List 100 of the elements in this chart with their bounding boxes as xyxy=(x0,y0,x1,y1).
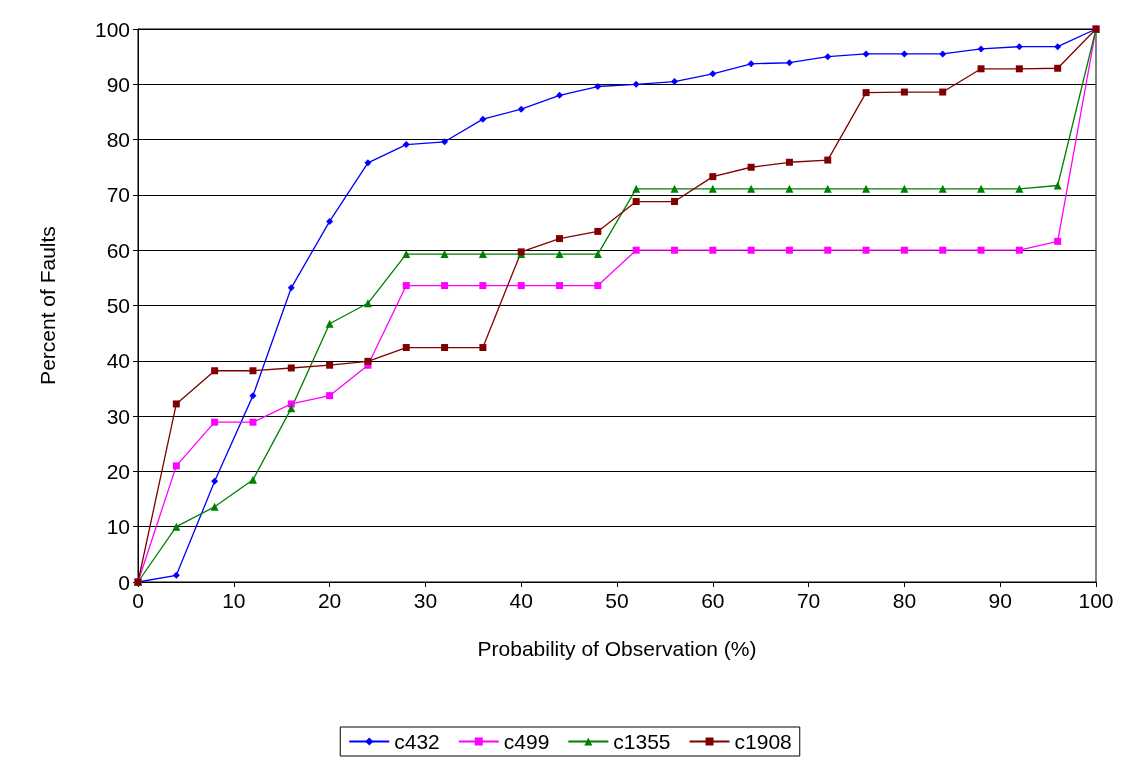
point xyxy=(670,184,679,193)
point xyxy=(862,89,870,97)
y-tick-label: 0 xyxy=(118,570,130,594)
point xyxy=(556,235,564,243)
x-tick-label: 20 xyxy=(317,589,342,612)
x-axis-title: Probability of Observation (%) xyxy=(477,637,757,660)
point xyxy=(900,50,908,58)
point xyxy=(479,282,487,290)
point xyxy=(479,344,487,352)
point xyxy=(708,184,717,193)
point xyxy=(172,522,181,531)
point xyxy=(709,173,717,181)
point xyxy=(1015,65,1023,73)
point xyxy=(1054,237,1062,245)
point xyxy=(939,50,947,58)
point xyxy=(556,91,564,99)
point xyxy=(402,141,410,149)
y-tick-label: 10 xyxy=(106,515,130,539)
point xyxy=(632,198,640,206)
point xyxy=(977,246,985,254)
y-tick-label: 30 xyxy=(106,404,130,428)
point xyxy=(248,475,257,484)
point xyxy=(632,184,641,193)
y-tick-label: 100 xyxy=(94,17,130,41)
point xyxy=(172,571,180,579)
point xyxy=(1015,184,1024,193)
point xyxy=(632,246,640,254)
x-tick-label: 90 xyxy=(988,589,1012,612)
point xyxy=(441,138,449,146)
point xyxy=(747,246,755,254)
point xyxy=(364,357,372,365)
y-tick-label: 80 xyxy=(106,128,130,152)
point xyxy=(478,250,487,259)
point xyxy=(249,418,257,426)
point xyxy=(594,282,602,290)
y-axis-title: Percent of Faults xyxy=(36,226,59,385)
point xyxy=(824,53,832,61)
x-tick-label: 40 xyxy=(509,589,533,612)
point xyxy=(1054,43,1062,51)
legend-label: c499 xyxy=(503,730,550,753)
x-tick-label: 50 xyxy=(605,589,629,612)
point xyxy=(709,70,717,78)
point xyxy=(900,246,908,254)
point xyxy=(900,88,908,96)
point xyxy=(287,284,295,292)
point xyxy=(862,184,871,193)
legend-label: c1355 xyxy=(613,730,671,753)
point xyxy=(594,227,602,235)
point xyxy=(287,400,295,408)
point xyxy=(326,217,334,225)
point xyxy=(364,159,372,167)
y-tick-label: 60 xyxy=(106,238,130,262)
point xyxy=(517,105,525,113)
point xyxy=(747,60,755,68)
point xyxy=(824,156,832,164)
point xyxy=(670,198,678,206)
point xyxy=(670,78,678,86)
point xyxy=(939,246,947,254)
y-tick-label: 90 xyxy=(106,72,130,96)
point xyxy=(785,158,793,166)
point xyxy=(479,115,487,123)
point xyxy=(709,246,717,254)
x-tick-label: 70 xyxy=(796,589,821,612)
point xyxy=(556,282,564,290)
x-tick-label: 60 xyxy=(701,589,725,612)
point xyxy=(249,367,257,375)
point xyxy=(785,184,794,193)
point xyxy=(517,282,525,290)
point xyxy=(824,246,832,254)
point xyxy=(977,184,986,193)
point xyxy=(747,184,756,193)
point xyxy=(632,80,640,88)
point xyxy=(441,282,449,290)
x-tick-label: 30 xyxy=(413,589,438,612)
legend-label: c432 xyxy=(394,730,440,753)
point xyxy=(594,83,602,91)
point xyxy=(938,184,947,193)
point xyxy=(211,477,219,485)
point xyxy=(211,418,219,426)
point xyxy=(823,184,832,193)
point xyxy=(900,184,909,193)
x-tick-label: 0 xyxy=(132,589,144,612)
x-tick-label: 10 xyxy=(222,589,246,612)
point xyxy=(249,392,257,400)
point xyxy=(402,344,410,352)
point xyxy=(977,45,985,53)
point xyxy=(326,392,334,400)
legend-label: c1908 xyxy=(734,730,792,753)
point xyxy=(363,299,372,308)
point xyxy=(939,88,947,96)
point xyxy=(326,361,334,369)
point xyxy=(1054,64,1062,72)
point xyxy=(441,344,449,352)
y-tick-label: 70 xyxy=(106,183,130,207)
point xyxy=(287,364,295,372)
point xyxy=(1015,246,1023,254)
point xyxy=(747,163,755,171)
point xyxy=(785,246,793,254)
point xyxy=(862,246,870,254)
point xyxy=(325,319,334,328)
